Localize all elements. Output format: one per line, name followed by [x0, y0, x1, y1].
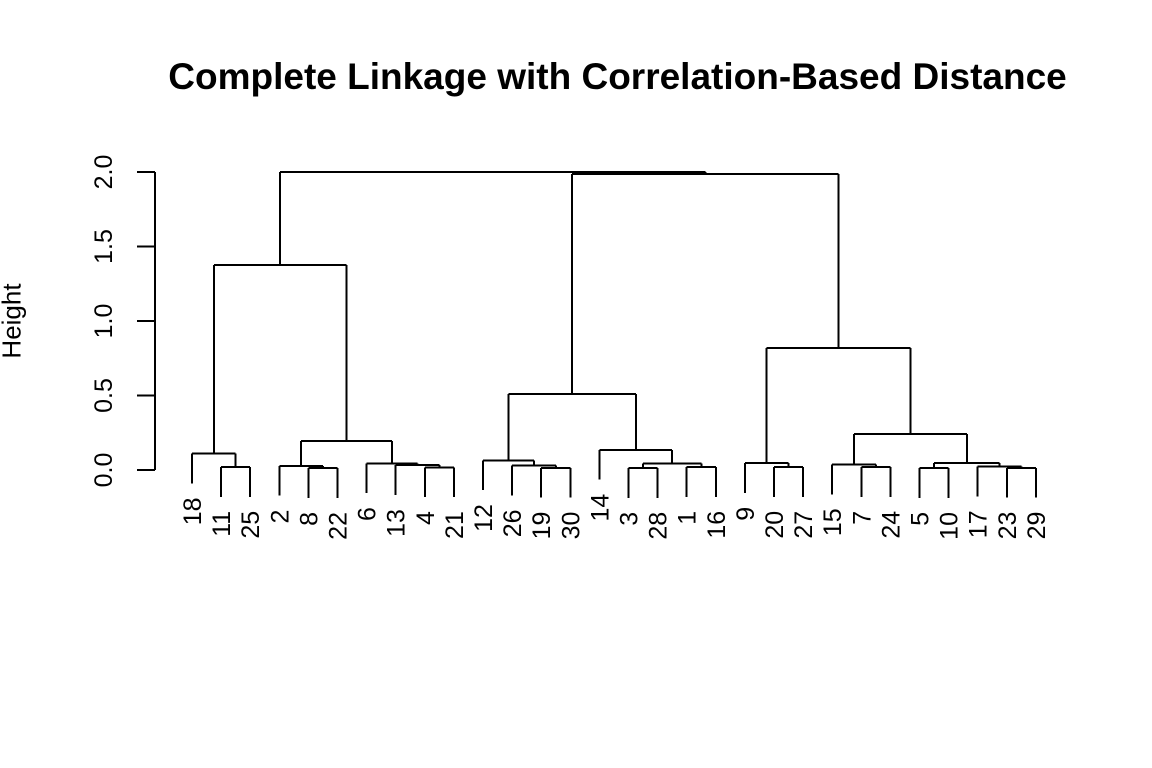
leaf-label: 13	[383, 509, 411, 537]
leaf-label: 28	[645, 512, 673, 540]
leaf-label: 26	[499, 509, 527, 537]
leaf-label: 30	[557, 512, 585, 540]
y-axis-tick-label: 1.0	[90, 304, 118, 339]
leaf-label: 19	[528, 512, 556, 540]
leaf-label: 24	[877, 511, 905, 539]
leaf-label: 7	[848, 511, 876, 525]
leaf-label: 25	[237, 511, 265, 539]
leaf-label: 6	[354, 507, 382, 521]
leaf-label: 27	[790, 511, 818, 539]
leaf-label: 8	[295, 512, 323, 526]
leaf-label: 18	[179, 497, 207, 525]
leaf-label: 1	[674, 511, 702, 525]
leaf-label: 21	[441, 511, 469, 539]
leaf-label: 29	[1023, 512, 1051, 540]
leaf-label: 2	[266, 510, 294, 524]
leaf-label: 11	[208, 511, 236, 537]
leaf-label: 9	[732, 507, 760, 521]
leaf-label: 23	[994, 512, 1022, 540]
leaf-label: 20	[761, 511, 789, 539]
leaf-label: 22	[325, 512, 353, 540]
leaf-label: 5	[907, 512, 935, 526]
leaf-label: 12	[470, 504, 498, 532]
leaf-label: 14	[586, 494, 614, 522]
y-axis-tick-label: 1.5	[90, 229, 118, 264]
chart-title: Complete Linkage with Correlation-Based …	[168, 56, 1067, 97]
y-axis-tick-label: 0.5	[90, 378, 118, 413]
leaf-label: 10	[936, 512, 964, 540]
leaf-label: 4	[412, 511, 440, 525]
leaf-label: 16	[703, 511, 731, 539]
y-axis-tick-label: 2.0	[90, 155, 118, 190]
leaf-label: 17	[965, 510, 993, 538]
y-axis-tick-label: 0.0	[90, 453, 118, 488]
leaf-label: 15	[819, 508, 847, 536]
leaf-label: 3	[616, 512, 644, 526]
